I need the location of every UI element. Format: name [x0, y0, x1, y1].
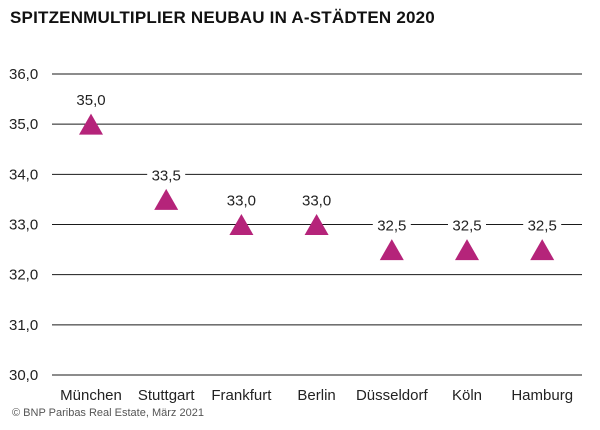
data-label-background: [523, 216, 562, 235]
x-tick-label: Frankfurt: [211, 387, 272, 404]
y-tick-label: 33,0: [9, 217, 38, 234]
x-tick-label: Berlin: [297, 387, 335, 404]
x-tick-label: Düsseldorf: [356, 387, 429, 404]
data-labels: 35,0 33,5 33,0 33,0 32,5 32,5 32,5: [72, 91, 562, 235]
data-markers: [79, 113, 555, 261]
y-tick-label: 30,0: [9, 367, 38, 384]
triangle-marker: [379, 239, 404, 261]
source-footnote: © BNP Paribas Real Estate, März 2021: [12, 407, 204, 419]
data-label: 33,0: [227, 193, 256, 210]
triangle-marker: [455, 239, 479, 261]
triangle-marker: [530, 239, 555, 261]
y-tick-label: 31,0: [9, 317, 38, 334]
data-label: 33,0: [302, 193, 331, 210]
triangle-marker: [229, 214, 254, 235]
x-tick-label: Köln: [452, 387, 482, 404]
data-label: 32,5: [528, 218, 557, 235]
x-tick-label: Stuttgart: [138, 387, 196, 404]
x-axis-ticks: München Stuttgart Frankfurt Berlin Düsseldor…: [60, 387, 573, 404]
triangle-marker: [79, 113, 103, 135]
x-tick-label: Hamburg: [511, 387, 573, 404]
data-label-background: [297, 191, 336, 210]
data-label: 32,5: [377, 218, 406, 235]
data-label-background: [448, 216, 486, 235]
data-label: 35,0: [76, 92, 105, 109]
data-label: 32,5: [452, 218, 481, 235]
x-tick-label: München: [60, 387, 122, 404]
triangle-marker: [304, 214, 329, 235]
data-label-background: [72, 91, 110, 110]
y-tick-label: 36,0: [9, 66, 38, 83]
y-axis-ticks: 30,0 31,0 32,0 33,0 34,0 35,0 36,0: [9, 66, 38, 384]
data-label: 33,5: [152, 167, 181, 184]
data-label-background: [372, 216, 411, 235]
y-tick-label: 34,0: [9, 166, 38, 183]
data-label-background: [147, 166, 186, 185]
y-tick-label: 35,0: [9, 116, 38, 133]
data-label-background: [222, 191, 261, 210]
triangle-marker: [154, 188, 179, 210]
y-tick-label: 32,0: [9, 267, 38, 284]
chart-title: SPITZENMULTIPLIER NEUBAU IN A-STÄDTEN 20…: [10, 8, 435, 27]
